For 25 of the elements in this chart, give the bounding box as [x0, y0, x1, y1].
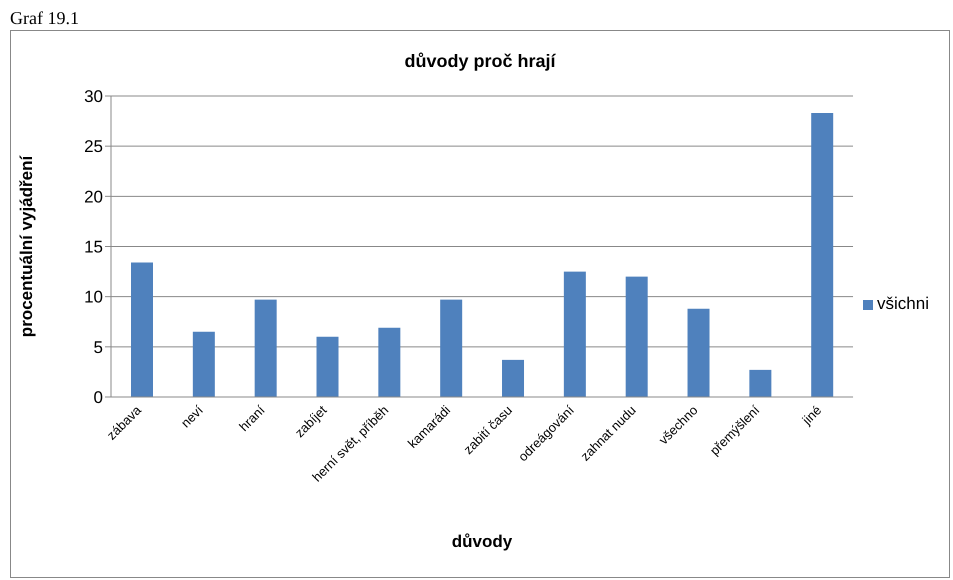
bar — [254, 300, 277, 397]
y-tick-label: 30 — [84, 87, 103, 106]
text: Graf 19.1 — [10, 8, 79, 29]
bar — [192, 332, 215, 397]
y-axis-title: procentuální vyjádření — [17, 154, 36, 338]
legend-label: všichni — [877, 294, 929, 313]
y-tick-label: 20 — [84, 187, 103, 206]
y-tick-label: 10 — [84, 288, 103, 307]
bar — [316, 336, 339, 397]
x-axis-title: důvody — [452, 532, 513, 551]
chart-title: důvody proč hrají — [403, 51, 557, 72]
y-tick-label: 25 — [84, 137, 103, 156]
y-tick-label: 15 — [84, 238, 103, 257]
bar — [564, 272, 586, 397]
bar — [626, 276, 648, 397]
bar — [378, 328, 400, 397]
bar — [811, 113, 834, 397]
bar — [749, 370, 772, 397]
x-tick-label: jiné — [798, 402, 824, 428]
bar — [440, 300, 462, 397]
bar — [502, 360, 524, 397]
bar — [131, 262, 153, 397]
bar — [688, 308, 710, 397]
y-tick-label: 0 — [94, 388, 103, 408]
y-tick-label: 5 — [94, 338, 103, 357]
